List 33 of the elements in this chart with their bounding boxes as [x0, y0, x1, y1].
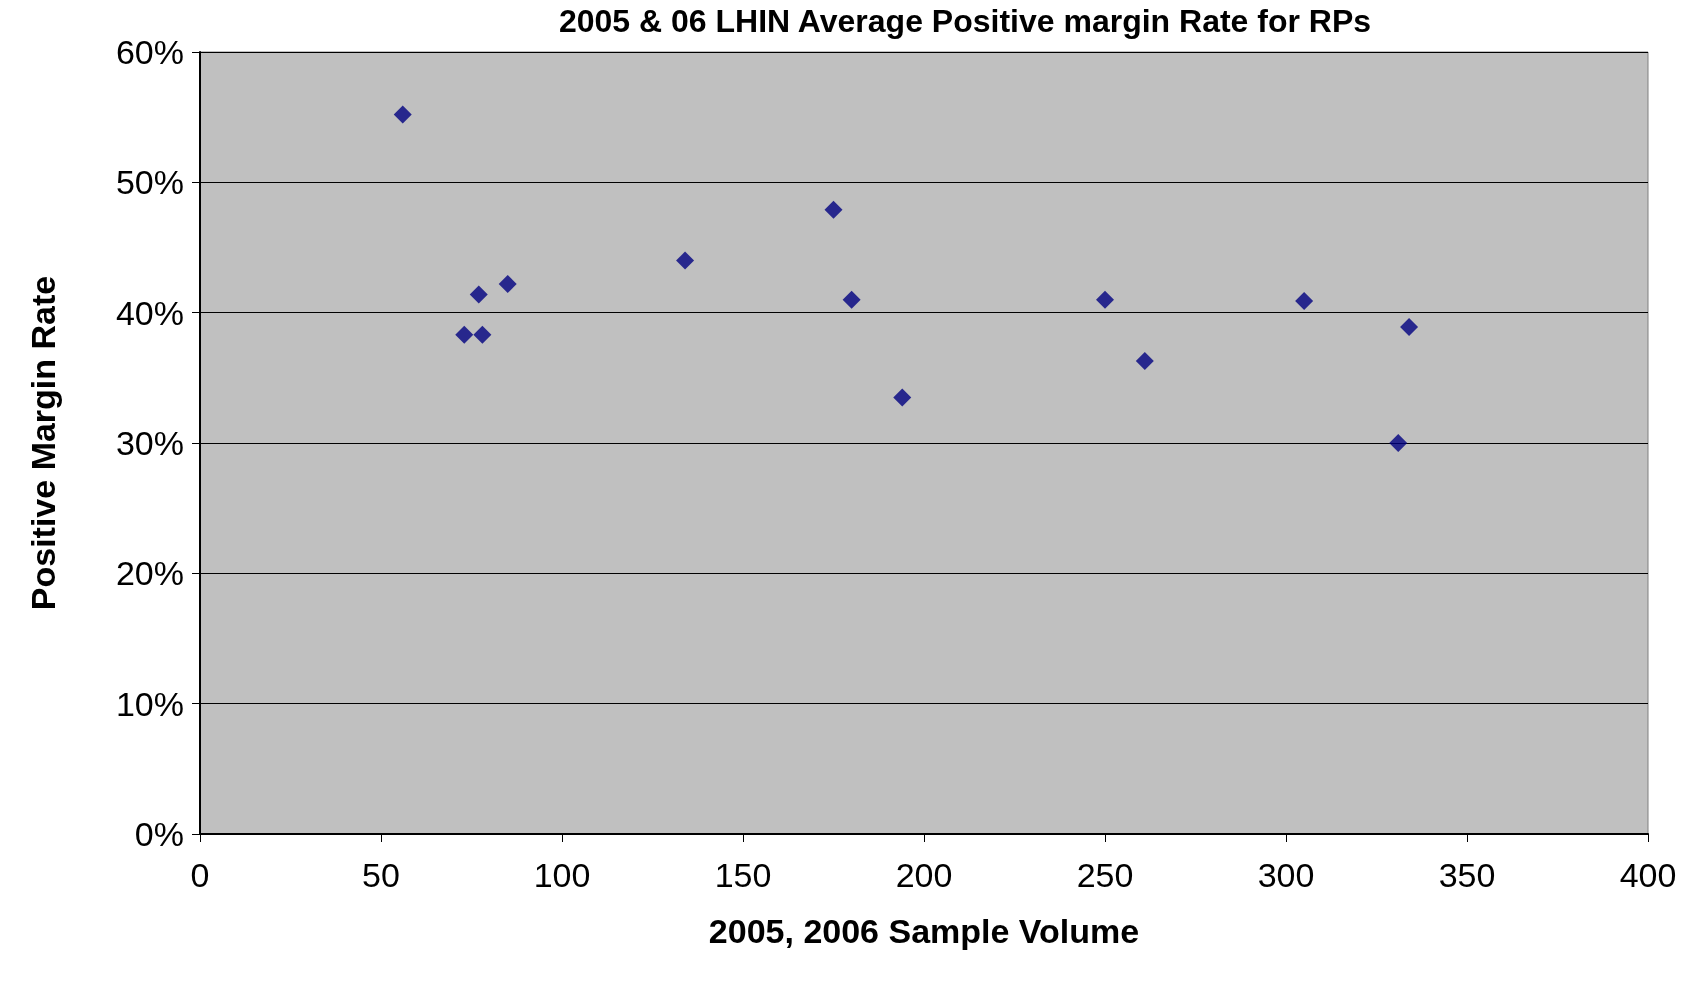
x-tick-label: 400: [1619, 856, 1677, 894]
x-tick-label: 300: [1257, 856, 1315, 894]
point: [1295, 291, 1314, 310]
point: [842, 290, 861, 309]
point: [824, 200, 843, 219]
y-tick-label: 50%: [115, 163, 184, 202]
x-tick-label: 250: [1076, 856, 1134, 894]
point: [393, 105, 412, 124]
x-axis-title: 2005, 2006 Sample Volume: [708, 912, 1140, 950]
point: [1400, 318, 1419, 336]
x-tick-label: 150: [714, 856, 772, 894]
y-tick-label: 30%: [115, 424, 184, 462]
point: [498, 274, 517, 293]
point: [676, 251, 695, 270]
y-tick-label: 20%: [115, 554, 184, 593]
x-tick-label: 200: [895, 856, 953, 894]
y-tick-label: 60%: [115, 33, 184, 71]
point: [473, 325, 492, 344]
y-axis-title: Positive Margin Rate: [24, 275, 62, 611]
x-tick-label: 100: [533, 856, 591, 894]
point: [1135, 351, 1154, 370]
point: [1096, 290, 1114, 309]
point: [893, 388, 912, 407]
y-tick-label: 10%: [115, 684, 184, 723]
point: [469, 285, 488, 304]
chart-title: 2005 & 06 LHIN Average Positive margin Rate for RPs: [558, 3, 1372, 39]
y-tick-label: 0%: [134, 815, 184, 853]
point: [1389, 434, 1408, 452]
x-tick-label: 350: [1438, 856, 1496, 894]
point: [455, 325, 474, 344]
x-tick-label: 0: [190, 856, 210, 894]
y-tick-label: 40%: [115, 293, 184, 332]
x-tick-label: 50: [362, 856, 400, 894]
